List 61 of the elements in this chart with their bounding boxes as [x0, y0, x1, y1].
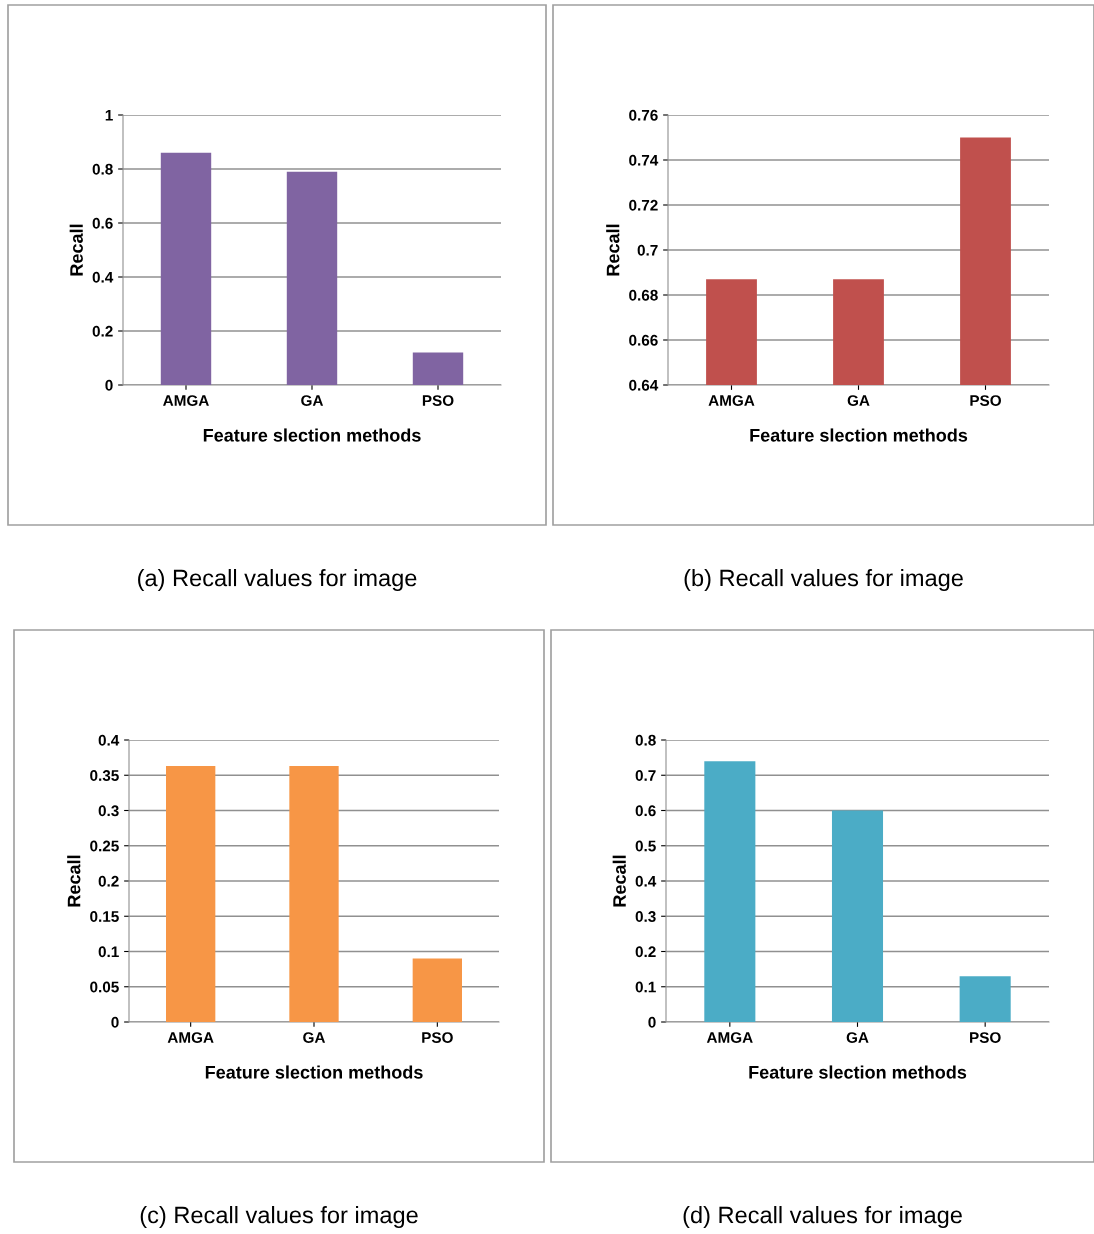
- y-tick-label: 0.72: [629, 199, 658, 211]
- y-tick-label: 0.68: [629, 289, 658, 301]
- x-tick-label: AMGA: [167, 1032, 214, 1043]
- y-tick-label: 0: [105, 379, 113, 391]
- bar: [160, 152, 212, 385]
- y-tick-label: 0.3: [98, 805, 119, 817]
- y-tick-label: 0: [111, 1016, 119, 1028]
- x-tick-label: GA: [846, 1032, 869, 1043]
- text: (c) Recall values for image: [140, 1205, 418, 1229]
- bar: [412, 352, 464, 385]
- y-tick-label: 0.25: [90, 840, 119, 852]
- x-tick-label: AMGA: [706, 1032, 753, 1043]
- y-tick-label: 0.76: [629, 109, 658, 121]
- y-tick-label: 0.3: [635, 911, 656, 922]
- y-tick-label: 0.35: [90, 770, 119, 781]
- x-tick-label: GA: [847, 395, 870, 406]
- y-tick-label: 0: [648, 1016, 656, 1028]
- y-tick-label: 0.6: [92, 217, 113, 229]
- text: (d) Recall values for image: [683, 1205, 962, 1229]
- y-tick-label: 0.7: [635, 770, 656, 781]
- y-tick-label: 0.66: [629, 334, 658, 346]
- x-tick-label: AMGA: [708, 395, 755, 406]
- y-axis-title: Recall: [69, 224, 83, 276]
- x-axis-title: Feature slection methods: [205, 1065, 423, 1079]
- y-tick-label: 0.05: [90, 981, 119, 993]
- y-tick-label: 0.1: [635, 981, 656, 993]
- bar: [704, 761, 756, 1022]
- y-tick-label: 0.74: [629, 154, 659, 166]
- bar: [831, 810, 884, 1022]
- y-tick-label: 0.15: [90, 911, 119, 922]
- x-axis-title: Feature slection methods: [203, 428, 421, 442]
- y-tick-label: 0.6: [635, 805, 656, 817]
- x-tick-label: GA: [301, 395, 324, 406]
- text: (b) Recall values for image: [684, 568, 963, 592]
- y-tick-label: 0.5: [635, 840, 656, 852]
- y-axis-title: Recall: [606, 224, 620, 276]
- y-tick-label: 0.1: [98, 946, 119, 958]
- y-axis-title: Recall: [67, 855, 81, 907]
- y-tick-label: 0.2: [92, 325, 113, 337]
- y-tick-label: 0.7: [637, 244, 658, 256]
- x-tick-label: PSO: [422, 1032, 453, 1043]
- y-tick-label: 0.8: [92, 163, 113, 175]
- x-axis-title: Feature slection methods: [749, 1065, 967, 1079]
- x-tick-label: PSO: [970, 395, 1001, 406]
- x-tick-label: AMGA: [163, 395, 209, 406]
- x-axis-title: Feature slection methods: [750, 428, 968, 442]
- bar: [286, 171, 338, 385]
- y-tick-label: 0.2: [635, 946, 656, 958]
- y-tick-label: 0.4: [635, 875, 657, 887]
- y-axis-title: Recall: [612, 855, 626, 907]
- y-tick-label: 0.2: [98, 875, 119, 887]
- text: (a) Recall values for image: [138, 568, 417, 592]
- y-tick-label: 0.4: [98, 734, 120, 746]
- bar: [959, 976, 1011, 1022]
- y-tick-label: 0.64: [629, 379, 659, 391]
- x-tick-label: GA: [303, 1032, 326, 1043]
- y-tick-label: 0.8: [635, 734, 656, 746]
- x-tick-label: PSO: [422, 395, 454, 406]
- y-tick-label: 0.4: [92, 271, 114, 283]
- y-tick-label: 1: [105, 110, 113, 121]
- x-tick-label: PSO: [970, 1032, 1001, 1043]
